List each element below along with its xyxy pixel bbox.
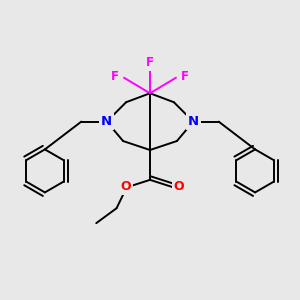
Text: F: F: [181, 70, 189, 83]
Text: N: N: [101, 115, 112, 128]
Text: N: N: [188, 115, 199, 128]
Text: F: F: [146, 56, 154, 69]
Text: O: O: [173, 180, 184, 193]
Text: F: F: [111, 70, 119, 83]
Text: O: O: [121, 180, 131, 193]
